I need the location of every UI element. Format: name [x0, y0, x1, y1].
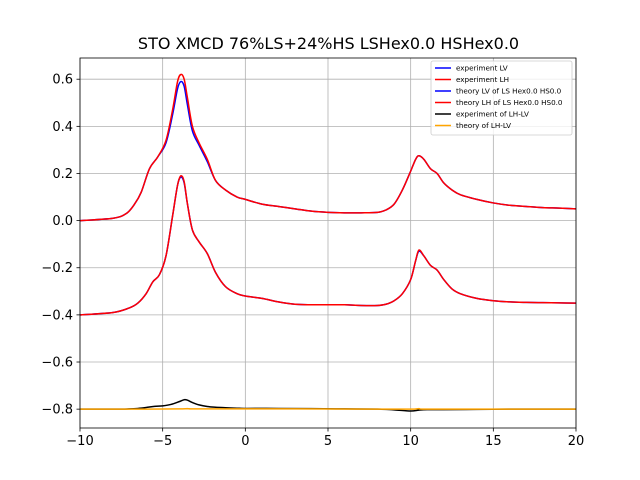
x-tick-label: 0: [241, 434, 249, 449]
legend-entry-label: experiment LV: [456, 64, 508, 73]
y-tick-label: 0.4: [52, 120, 73, 135]
series-line-5: [80, 407, 576, 410]
legend-entry-label: experiment LH: [456, 75, 509, 84]
x-tick-label: −10: [66, 434, 93, 449]
y-tick-label: 0.2: [52, 167, 73, 182]
legend-entry-label: theory of LH-LV: [456, 121, 511, 130]
chart-title: STO XMCD 76%LS+24%HS LSHex0.0 HSHex0.0: [138, 34, 519, 53]
x-tick-label: −5: [153, 434, 172, 449]
x-tick-label: 10: [402, 434, 419, 449]
legend-box: [430, 60, 573, 136]
legend-entry-label: experiment of LH-LV: [456, 110, 529, 119]
series-lines: [80, 73, 576, 412]
legend-entry-label: theory LH of LS Hex0.0 HS0.0: [456, 98, 563, 107]
x-tick-label: 15: [485, 434, 502, 449]
y-tick-label: 0.0: [52, 214, 73, 229]
y-tick-label: −0.2: [41, 261, 73, 276]
x-tick-label: 5: [324, 434, 332, 449]
x-tick-label: 20: [568, 434, 585, 449]
y-tick-label: −0.8: [41, 403, 73, 418]
series-line-1: [80, 73, 576, 222]
axis-ticks: −10 −5 0 5 10 15 20 −0.8 −0.6 −0.4 −0.2 0.0 0.2 0.4 0.…: [41, 73, 584, 449]
y-tick-label: −0.4: [41, 308, 73, 323]
legend-entry-label: theory LV of LS Hex0.0 HS0.0: [456, 87, 562, 96]
y-tick-label: −0.6: [41, 356, 73, 371]
legend: experiment LV experiment LH theory LV of L…: [430, 60, 573, 136]
series-line-3: [80, 174, 576, 316]
y-tick-label: 0.6: [52, 73, 73, 88]
